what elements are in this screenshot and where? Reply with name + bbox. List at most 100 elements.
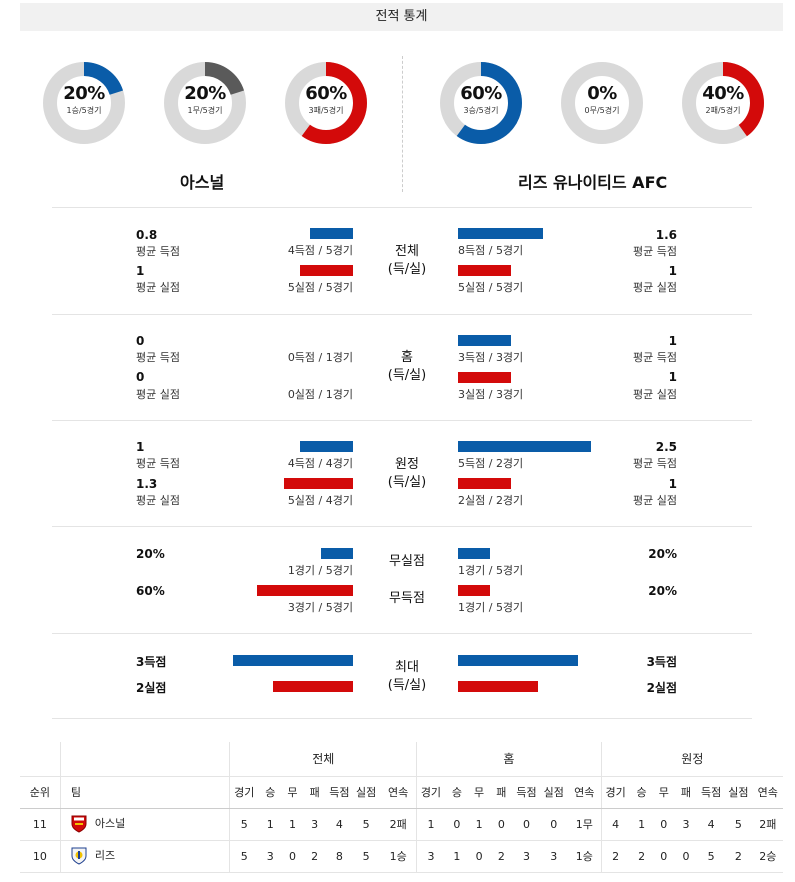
away-avg-scored: 1 bbox=[668, 334, 677, 348]
donut-percent: 60% bbox=[460, 83, 502, 104]
section-label-line1: 원정 bbox=[395, 457, 419, 472]
stat-cell: 0 bbox=[469, 840, 490, 873]
away-win-donut: 60% 3승/5경기 bbox=[437, 59, 525, 147]
donut-subtext: 3패/5경기 bbox=[308, 106, 344, 115]
col-header: 무 bbox=[282, 776, 303, 809]
stat-cell: 1 bbox=[469, 808, 490, 841]
home-clean-sheet-bar bbox=[321, 548, 353, 559]
stat-cell: 0 bbox=[653, 840, 674, 873]
donut-percent: 20% bbox=[63, 83, 105, 104]
col-header: 실점 bbox=[539, 776, 568, 809]
col-header: 무 bbox=[469, 776, 490, 809]
donut-percent: 0% bbox=[587, 83, 617, 104]
home-scored-caption: 4득점 / 4경기 bbox=[287, 457, 353, 470]
home-failed-score-bar bbox=[257, 585, 353, 596]
home-team-name: 아스널 bbox=[180, 173, 225, 192]
leeds-crest-icon bbox=[71, 847, 87, 865]
stat-cell: 1 bbox=[444, 840, 470, 873]
avg-scored-label: 평균 득점 bbox=[136, 245, 180, 258]
divider bbox=[52, 314, 752, 315]
away-team-name: 리즈 유나이티드 AFC bbox=[518, 173, 668, 192]
col-header: 경기 bbox=[416, 776, 445, 809]
col-header: 승 bbox=[444, 776, 470, 809]
col-header: 경기 bbox=[600, 776, 630, 809]
avg-scored-label: 평균 득점 bbox=[136, 457, 180, 470]
team-cell[interactable]: 아스널 bbox=[59, 808, 230, 841]
donut-chart bbox=[43, 62, 125, 144]
blank-header bbox=[20, 742, 61, 777]
col-header: 연속 bbox=[567, 776, 602, 809]
home-avg-scored: 1 bbox=[136, 440, 145, 454]
section-label-line1: 전체 bbox=[395, 244, 419, 259]
stat-cell: 3 bbox=[302, 808, 327, 841]
away-draw-donut: 0% 0무/5경기 bbox=[558, 59, 646, 147]
home-avg-conceded: 1.3 bbox=[136, 477, 158, 491]
away-scored-bar bbox=[458, 228, 543, 239]
avg-scored-label: 평균 득점 bbox=[136, 351, 180, 364]
away-conceded-bar bbox=[458, 372, 511, 383]
away-avg-scored: 1.6 bbox=[655, 228, 677, 242]
stat-cell: 1 bbox=[282, 808, 303, 841]
stat-cell: 5 bbox=[351, 840, 381, 873]
stat-cell: 1 bbox=[258, 808, 283, 841]
away-avg-conceded: 1 bbox=[668, 264, 677, 278]
home-failed-score-caption: 3경기 / 5경기 bbox=[287, 601, 353, 614]
col-header: 연속 bbox=[380, 776, 417, 809]
clean-sheet-label: 무실점 bbox=[389, 554, 425, 569]
stat-cell: 3 bbox=[258, 840, 283, 873]
section-label-line2: (득/실) bbox=[387, 262, 427, 277]
home-draw-donut: 20% 1무/5경기 bbox=[161, 59, 249, 147]
donut-subtext: 1승/5경기 bbox=[66, 106, 102, 115]
col-header: 패 bbox=[302, 776, 327, 809]
away-scored-bar bbox=[458, 335, 511, 346]
avg-scored-label: 평균 득점 bbox=[633, 351, 677, 364]
section-label-line2: (득/실) bbox=[387, 678, 427, 693]
stat-cell: 2패 bbox=[752, 808, 783, 841]
away-conceded-caption: 3실점 / 3경기 bbox=[458, 388, 524, 401]
team-name: 리즈 bbox=[94, 849, 116, 862]
stat-cell: 0 bbox=[653, 808, 674, 841]
avg-scored-label: 평균 득점 bbox=[633, 457, 677, 470]
away-max-conceded-bar bbox=[458, 681, 538, 692]
stat-cell: 1 bbox=[629, 808, 654, 841]
stat-cell: 3 bbox=[673, 808, 699, 841]
arsenal-crest-icon bbox=[71, 815, 87, 833]
stat-cell: 5 bbox=[698, 840, 725, 873]
home-max-scored: 3득점 bbox=[136, 655, 167, 669]
col-header: 승 bbox=[629, 776, 654, 809]
stat-cell: 5 bbox=[229, 840, 259, 873]
rank-header: 순위 bbox=[20, 776, 61, 809]
col-header: 승 bbox=[258, 776, 283, 809]
stat-cell: 1 bbox=[416, 808, 445, 841]
home-failed-score-pct: 60% bbox=[136, 584, 165, 598]
home-conceded-caption: 0실점 / 1경기 bbox=[287, 388, 353, 401]
donut-subtext: 3승/5경기 bbox=[463, 106, 499, 115]
col-header: 패 bbox=[673, 776, 699, 809]
col-header: 패 bbox=[489, 776, 514, 809]
stat-cell: 1승 bbox=[567, 840, 602, 873]
team-cell[interactable]: 리즈 bbox=[59, 840, 230, 873]
away-max-conceded: 2실점 bbox=[646, 681, 677, 695]
page-title: 전적 통계 bbox=[20, 3, 783, 31]
away-scored-caption: 5득점 / 2경기 bbox=[458, 457, 524, 470]
home-max-scored-bar bbox=[233, 655, 353, 666]
divider bbox=[52, 420, 752, 421]
rank-cell: 11 bbox=[20, 808, 61, 841]
donut-chart bbox=[164, 62, 246, 144]
col-header: 연속 bbox=[752, 776, 783, 809]
donut-chart bbox=[285, 62, 367, 144]
section-label-line1: 최대 bbox=[395, 660, 419, 675]
donut-percent: 40% bbox=[702, 83, 744, 104]
home-conceded-caption: 5실점 / 4경기 bbox=[287, 494, 353, 507]
home-avg-conceded: 1 bbox=[136, 264, 145, 278]
home-win-donut: 20% 1승/5경기 bbox=[40, 59, 128, 147]
avg-conceded-label: 평균 실점 bbox=[633, 494, 677, 507]
stat-cell: 4 bbox=[600, 808, 630, 841]
divider bbox=[52, 718, 752, 719]
section-label-line2: (득/실) bbox=[387, 475, 427, 490]
away-conceded-caption: 5실점 / 5경기 bbox=[458, 281, 524, 294]
stat-cell: 0 bbox=[539, 808, 568, 841]
team-header: 팀 bbox=[59, 776, 230, 809]
col-header: 득점 bbox=[698, 776, 725, 809]
home-scored-caption: 4득점 / 5경기 bbox=[287, 244, 353, 257]
